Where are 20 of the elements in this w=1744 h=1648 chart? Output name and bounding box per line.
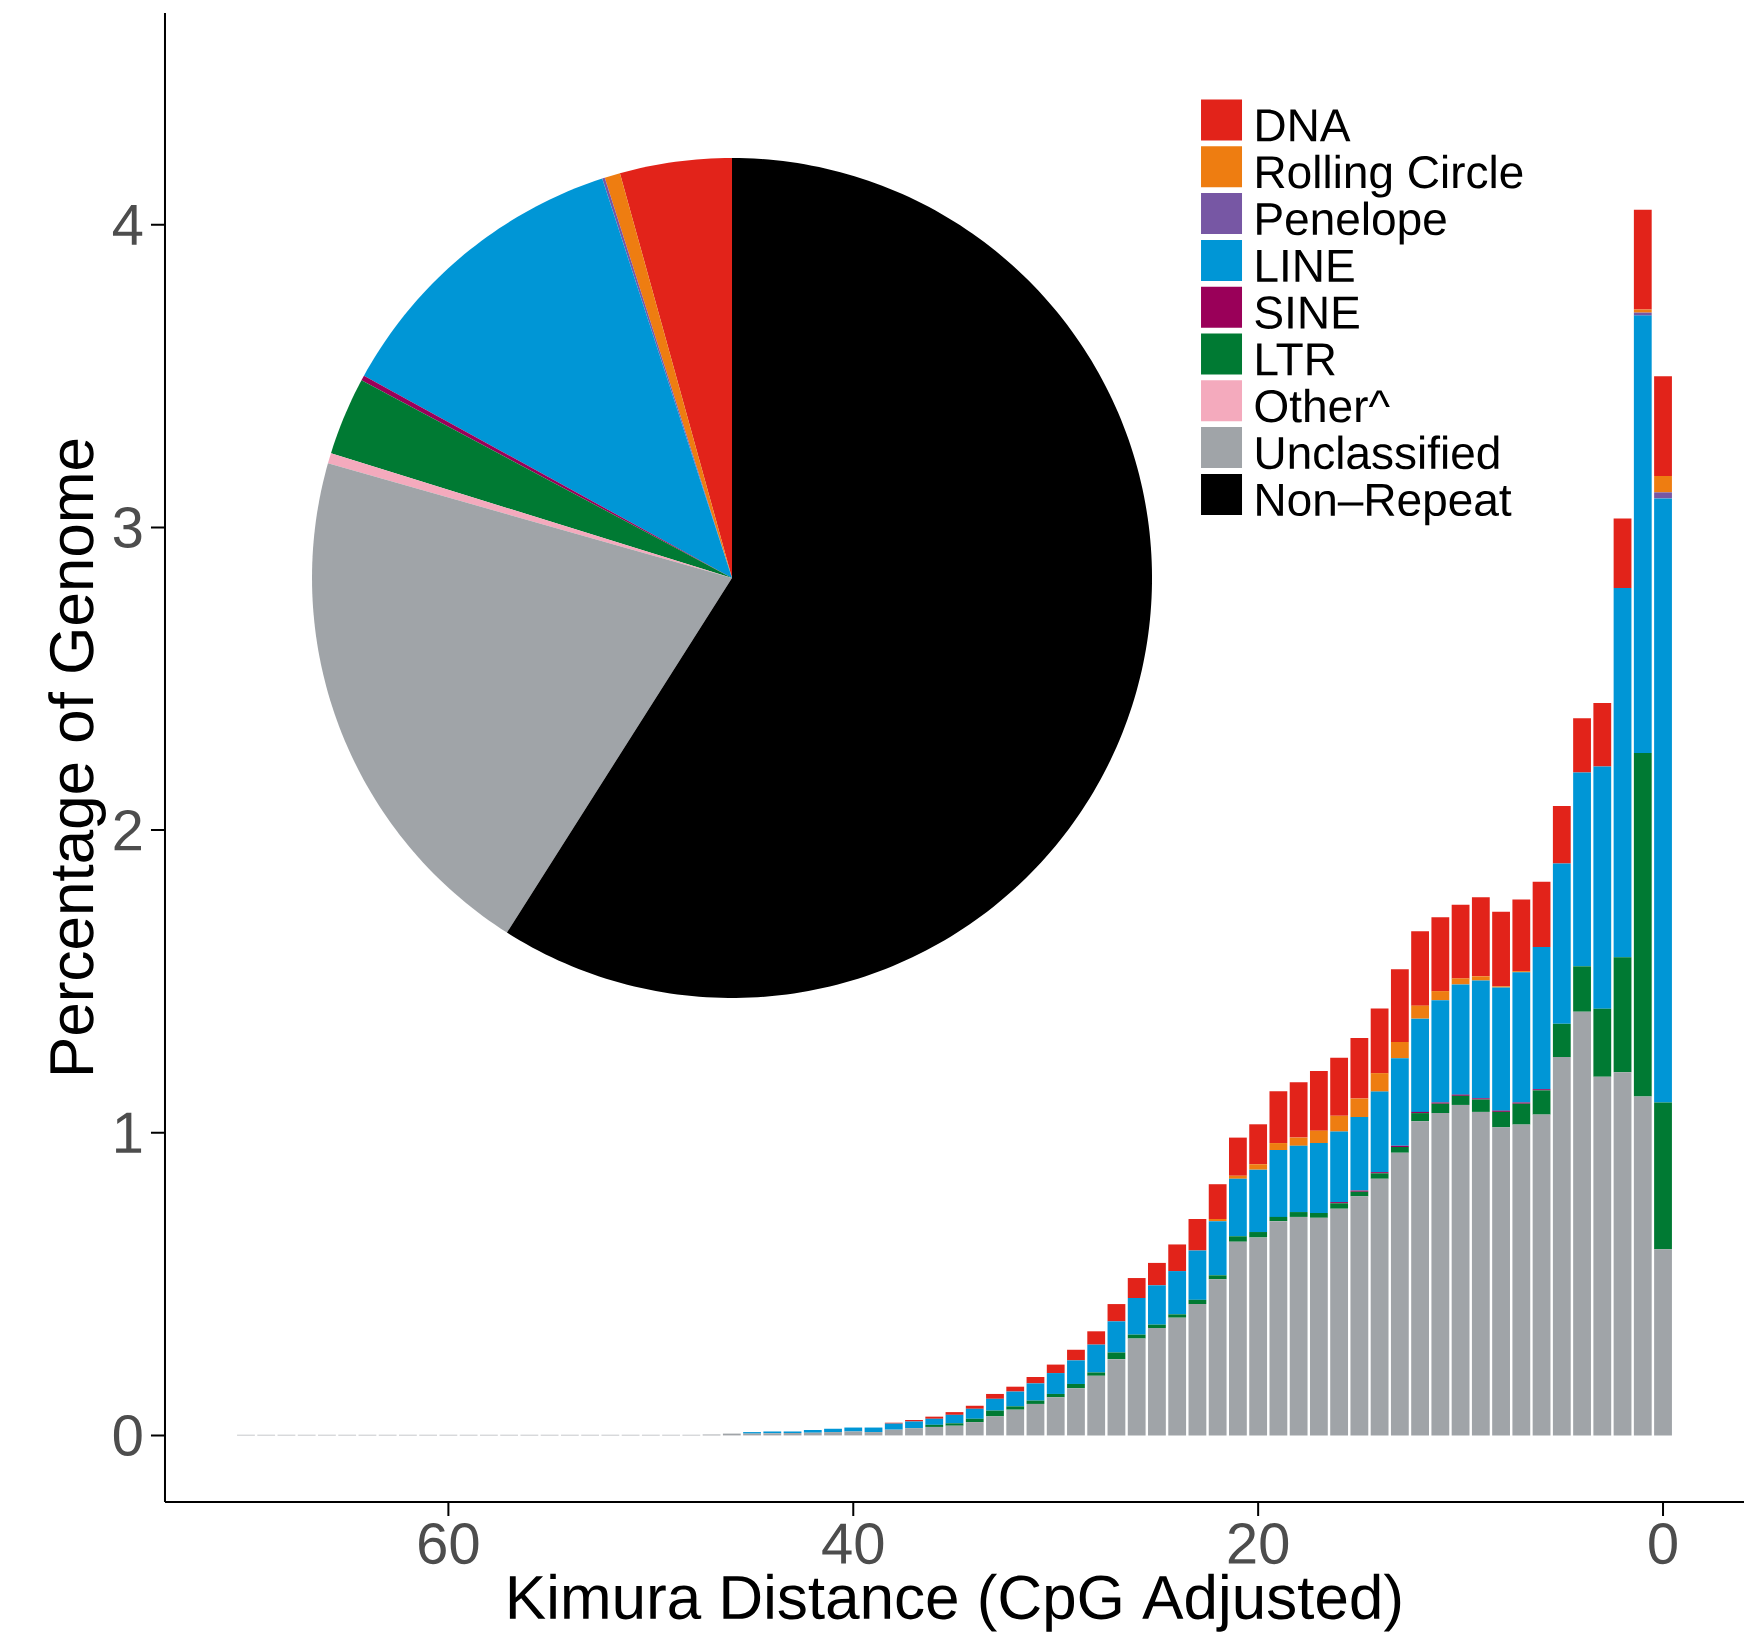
legend-label: DNA bbox=[1257, 109, 1351, 142]
x-tick-label: 60 bbox=[419, 1523, 479, 1565]
legend-label: SINE bbox=[1255, 296, 1359, 329]
legend-label: Other^ bbox=[1255, 388, 1390, 423]
legend-label: Non–Repeat bbox=[1257, 484, 1512, 526]
legend-label: Penelope bbox=[1257, 201, 1446, 245]
legend-label: LTR bbox=[1257, 343, 1335, 376]
y-axis-title: Percentage of Genome bbox=[48, 439, 106, 1073]
y-tick-label: 4 bbox=[112, 204, 143, 245]
y-tick-label: 3 bbox=[113, 506, 142, 548]
x-tick-label: 40 bbox=[822, 1523, 884, 1565]
y-tick-label: 2 bbox=[114, 809, 141, 851]
x-axis-title: Kimura Distance (CpG Adjusted) bbox=[509, 1573, 1401, 1632]
x-tick-label: 0 bbox=[1649, 1523, 1677, 1565]
y-tick-label: 1 bbox=[116, 1112, 142, 1153]
legend-label: Rolling Circle bbox=[1257, 154, 1523, 198]
legend-label: LINE bbox=[1257, 250, 1354, 282]
legend-label: Unclassified bbox=[1256, 435, 1499, 470]
x-tick-label: 20 bbox=[1228, 1523, 1289, 1565]
y-tick-label: 0 bbox=[113, 1414, 142, 1456]
